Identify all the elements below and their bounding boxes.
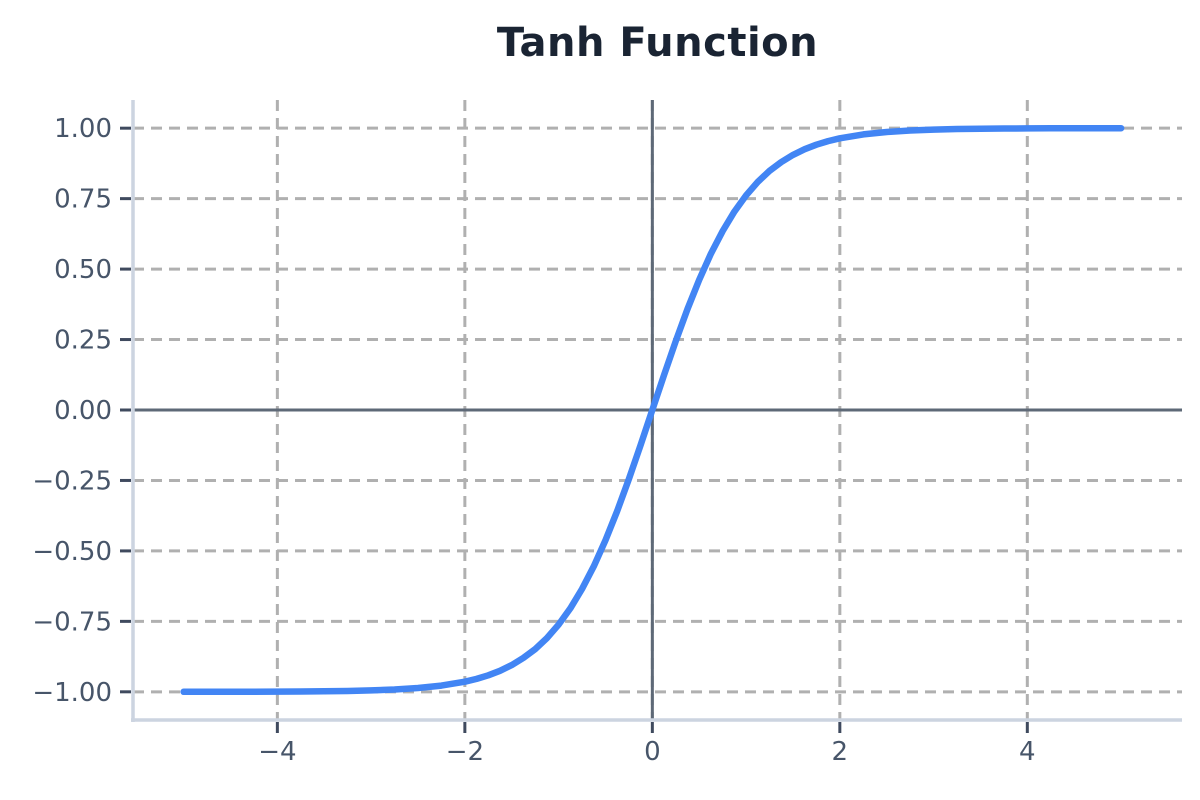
y-tick-label: −1.00	[32, 678, 112, 708]
y-tick-label: 0.25	[54, 326, 112, 356]
y-tick-label: −0.50	[32, 537, 112, 567]
y-tick-label: 0.50	[54, 255, 112, 285]
y-tick-label: −0.75	[32, 607, 112, 637]
x-tick-label: 0	[644, 737, 661, 767]
chart-title: Tanh Function	[496, 20, 819, 66]
y-tick-label: 0.00	[54, 396, 112, 426]
x-tick-label: 4	[1019, 737, 1036, 767]
x-tick-label: −4	[258, 737, 296, 767]
y-tick-label: 0.75	[54, 185, 112, 215]
x-tick-label: −2	[446, 737, 484, 767]
tanh-curve	[180, 124, 1125, 696]
x-tick-label: 2	[832, 737, 849, 767]
y-tick-label: 1.00	[54, 114, 112, 144]
y-tick-label: −0.25	[32, 466, 112, 496]
